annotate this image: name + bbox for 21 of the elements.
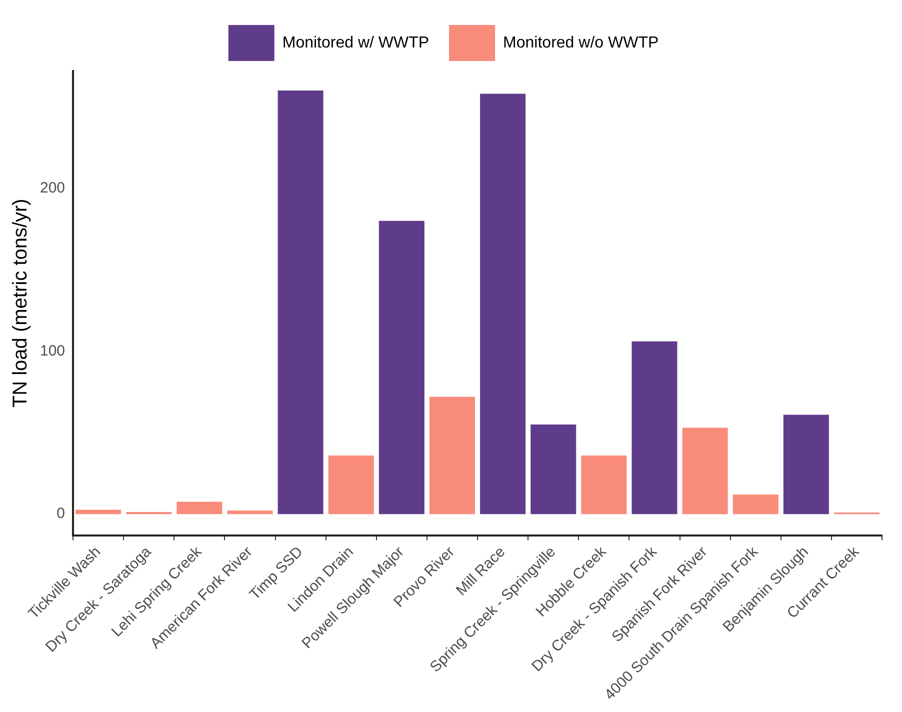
bar (176, 502, 222, 514)
bar (429, 396, 475, 514)
bar (581, 455, 627, 514)
bar (378, 220, 424, 514)
bar (126, 512, 172, 514)
bar (732, 494, 778, 514)
legend-label: Monitored w/ WWTP (282, 34, 430, 52)
bar (76, 510, 122, 514)
bar (227, 510, 273, 514)
bar (480, 94, 526, 514)
bar (530, 424, 576, 514)
y-tick-label: 100 (40, 342, 66, 360)
bar (278, 90, 324, 514)
bar (632, 341, 678, 514)
bar (682, 428, 728, 514)
legend-label: Monitored w/o WWTP (503, 34, 659, 52)
y-tick-label: 200 (40, 179, 66, 196)
y-tick-label: 0 (56, 505, 66, 522)
bar (328, 455, 374, 514)
bar (783, 414, 829, 514)
y-axis-title: TN load (metric tons/yr) (10, 198, 32, 408)
